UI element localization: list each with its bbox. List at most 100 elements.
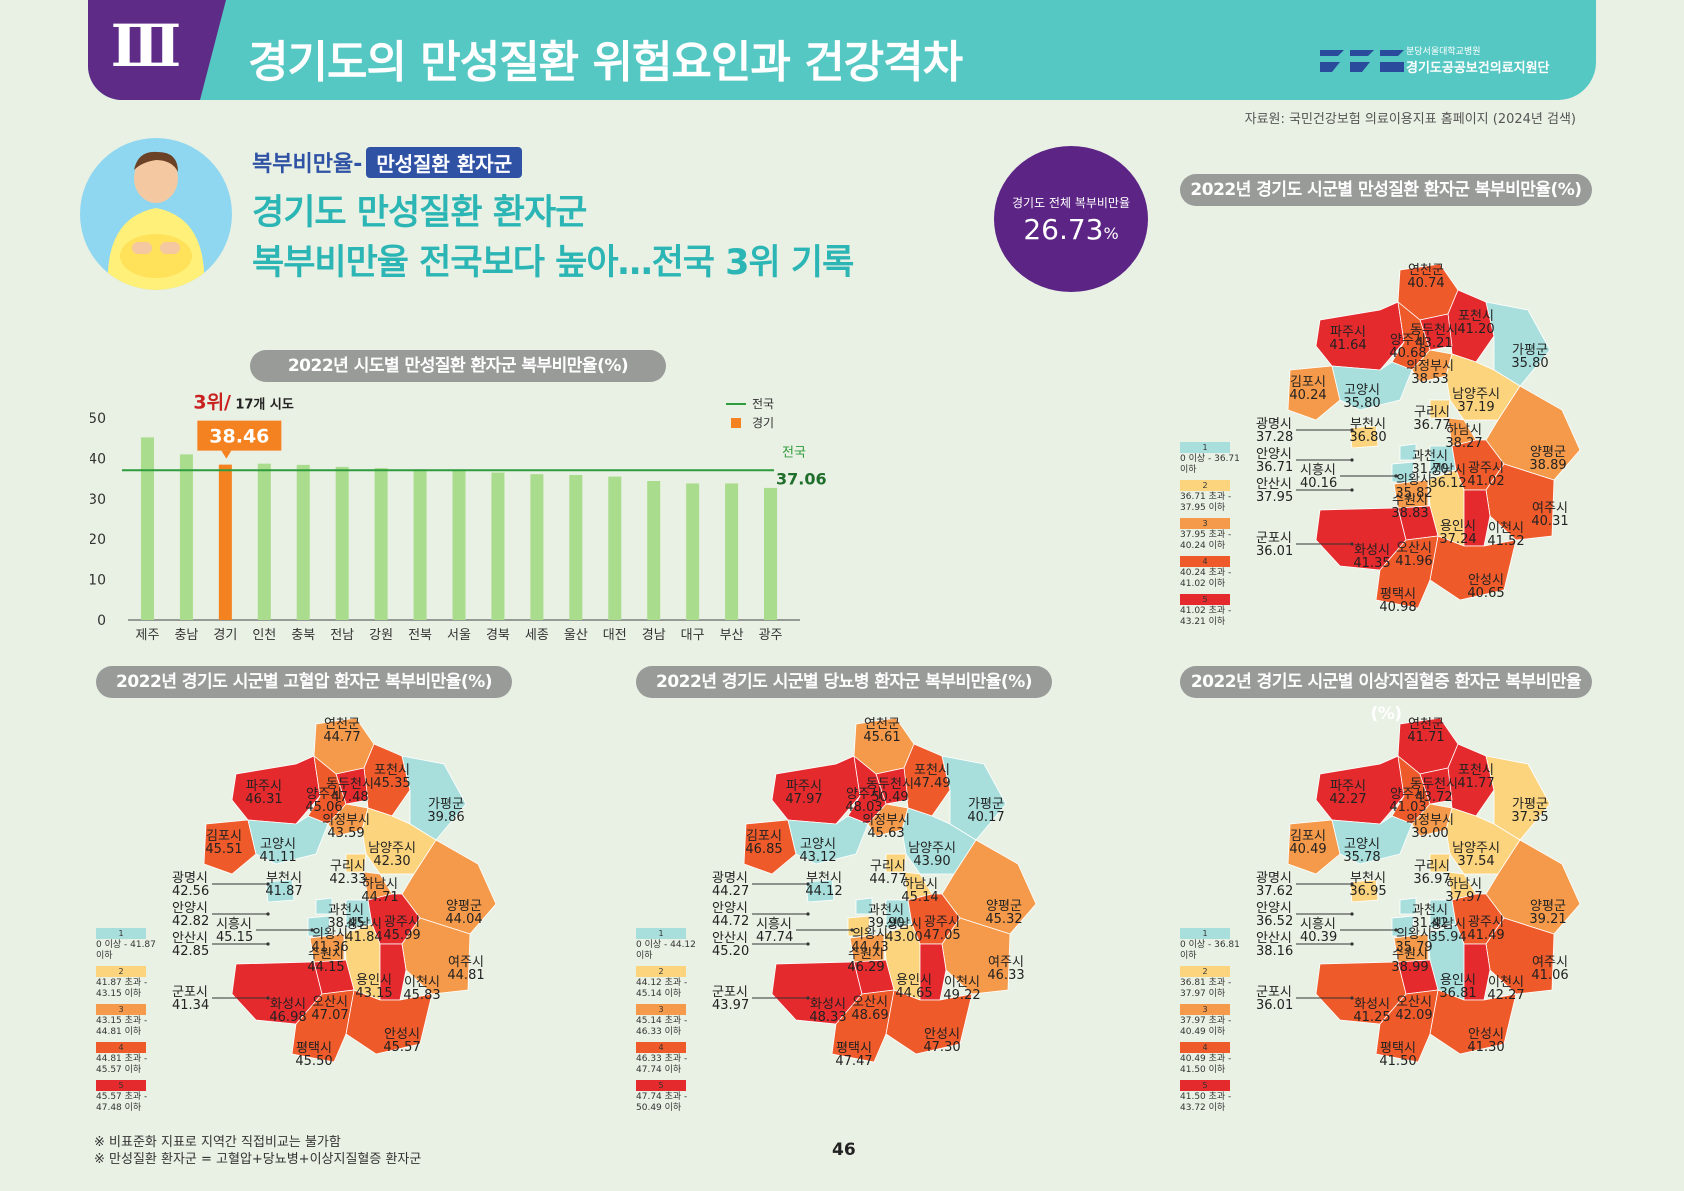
region-label: 의왕시 41.36 <box>300 928 360 954</box>
region-value: 45.99 <box>383 928 421 943</box>
region-name: 용인시 <box>1440 519 1476 534</box>
region-value: 44.81 <box>447 968 485 983</box>
region-name: 화성시 <box>1354 997 1390 1012</box>
region-value: 40.31 <box>1531 514 1569 529</box>
region-value: 41.06 <box>1531 968 1569 983</box>
region-label: 화성시 48.33 <box>798 998 858 1024</box>
region-value: 49.22 <box>943 988 981 1003</box>
footnote-2: ※ 만성질환 환자군 = 고혈압+당뇨병+이상지질혈증 환자군 <box>94 1152 422 1167</box>
callout-label: 광명시 37.62 <box>1256 872 1293 898</box>
gyeonggi-map <box>1287 263 1581 609</box>
region-value: 44.65 <box>895 986 933 1001</box>
headline-line1: 경기도 만성질환 환자군 <box>252 193 587 233</box>
region-name: 동두천시 <box>1410 777 1458 792</box>
region-value: 44.04 <box>445 912 483 927</box>
callout-name: 시흥시 <box>216 917 252 932</box>
callout-name: 시흥시 <box>1300 917 1336 932</box>
region-value: 40.65 <box>1467 586 1505 601</box>
region-name: 양평군 <box>1530 899 1566 914</box>
region-name: 이천시 <box>1488 521 1524 536</box>
callout-label: 안산시 45.20 <box>712 932 749 958</box>
callout-name: 광명시 <box>1256 417 1292 432</box>
region-label: 화성시 46.98 <box>258 998 318 1024</box>
region-value: 46.31 <box>245 792 283 807</box>
region-name: 파주시 <box>786 779 822 794</box>
region-label: 부천시 41.87 <box>254 872 314 898</box>
legend-range: 40.49 초과 - 41.50 이하 <box>1180 1054 1232 1075</box>
region-value: 45.32 <box>985 912 1023 927</box>
callout-name: 안산시 <box>172 931 208 946</box>
region-value: 40.98 <box>1379 600 1417 615</box>
region-부천시 <box>265 879 295 903</box>
region-name: 안성시 <box>384 1027 420 1042</box>
region-value: 41.20 <box>1457 322 1495 337</box>
callout-name: 안산시 <box>1256 931 1292 946</box>
callout-value: 37.28 <box>1256 430 1294 445</box>
region-label: 이천시 45.83 <box>392 976 452 1002</box>
legend-range: 46.33 초과 - 47.74 이하 <box>636 1054 688 1075</box>
region-value: 43.21 <box>1415 336 1453 351</box>
region-label: 용인시 43.15 <box>344 974 404 1000</box>
callout-leader <box>212 882 270 886</box>
bar-광주 <box>764 487 778 620</box>
region-label: 양평군 45.32 <box>974 900 1034 926</box>
region-value: 31.42 <box>1411 916 1449 931</box>
callout-leader <box>1296 882 1354 886</box>
region-name: 오산시 <box>852 995 888 1010</box>
callout-value: 37.95 <box>1256 490 1294 505</box>
callout-name: 광명시 <box>172 871 208 886</box>
region-value: 36.95 <box>1349 884 1387 899</box>
region-label: 오산시 41.96 <box>1384 542 1444 568</box>
callout-leader <box>752 912 810 916</box>
callout-label: 군포시 36.01 <box>1256 532 1293 558</box>
callout-value: 45.15 <box>216 930 254 945</box>
callout-label: 시흥시 45.15 <box>216 918 253 944</box>
callout-leader <box>1296 428 1354 432</box>
region-name: 고양시 <box>800 837 836 852</box>
region-label: 의정부시 39.00 <box>1400 814 1460 840</box>
region-label: 여주시 44.81 <box>436 956 496 982</box>
region-label: 이천시 42.27 <box>1476 976 1536 1002</box>
region-name: 하남시 <box>362 877 398 892</box>
bar-경기 <box>218 464 232 620</box>
region-label: 과천시 39.90 <box>856 904 916 930</box>
region-value: 44.43 <box>851 940 889 955</box>
bar-경남 <box>647 481 661 620</box>
legend-range: 36.71 초과 - 37.95 이하 <box>1180 492 1232 513</box>
region-고양시 <box>787 815 869 865</box>
region-name: 화성시 <box>270 997 306 1012</box>
region-value: 42.30 <box>373 854 411 869</box>
region-value: 47.49 <box>913 776 951 791</box>
region-label: 하남시 38.27 <box>1434 424 1494 450</box>
region-name: 양평군 <box>986 899 1022 914</box>
region-value: 41.64 <box>1329 338 1367 353</box>
region-label: 의정부시 38.53 <box>1400 360 1460 386</box>
region-value: 47.97 <box>785 792 823 807</box>
region-label: 오산시 48.69 <box>840 996 900 1022</box>
callout-leader <box>1296 488 1354 492</box>
region-value: 46.33 <box>987 968 1025 983</box>
region-name: 평택시 <box>1380 1041 1416 1056</box>
region-name: 평택시 <box>1380 587 1416 602</box>
region-name: 광주시 <box>1468 461 1504 476</box>
region-label: 구리시 44.77 <box>858 860 918 886</box>
legend-range: 0 이상 - 36.71 이하 <box>1180 454 1240 475</box>
legend-bar-swatch <box>731 418 741 428</box>
region-label: 가평군 40.17 <box>956 798 1016 824</box>
gyeonggi-map <box>743 717 1037 1063</box>
callout-name: 군포시 <box>1256 531 1292 546</box>
region-value: 40.24 <box>1289 388 1327 403</box>
callout-leader <box>752 996 810 1000</box>
footnotes: ※ 비표준화 지표로 지역간 직접비교는 불가함 ※ 만성질환 환자군 = 고혈… <box>94 1134 421 1168</box>
region-name: 수원시 <box>1392 493 1428 508</box>
bar-서울 <box>452 470 466 620</box>
region-label: 고양시 43.12 <box>788 838 848 864</box>
region-value: 41.71 <box>1407 730 1445 745</box>
callout-value: 42.82 <box>172 914 210 929</box>
callout-label: 군포시 41.34 <box>172 986 209 1012</box>
region-value: 41.96 <box>1395 554 1433 569</box>
region-value: 31.70 <box>1411 462 1449 477</box>
region-value: 45.61 <box>863 730 901 745</box>
